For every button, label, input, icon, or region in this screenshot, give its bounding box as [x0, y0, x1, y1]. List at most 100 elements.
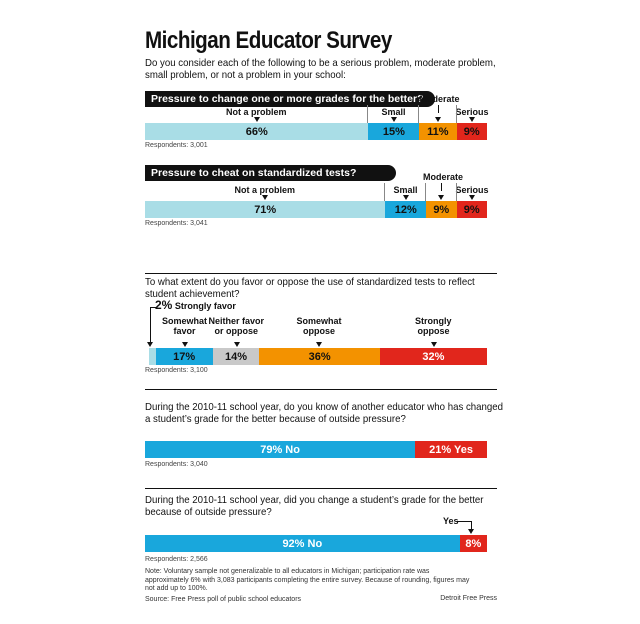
bar-value-label: 71%	[254, 203, 277, 216]
divider-2	[145, 389, 497, 390]
bar-segment-no: 79% No	[145, 441, 416, 458]
bar-value-label: 21% Yes	[429, 443, 473, 456]
note-line-2: approximately 6% with 3,083 participants…	[145, 576, 470, 584]
yes-connector-h	[457, 521, 471, 522]
pointer-line	[441, 183, 442, 191]
question-pill-cheat: Pressure to cheat on standardized tests?	[145, 165, 397, 181]
bar-segment-strongly-favor	[149, 348, 156, 365]
question-other-line-2: a student’s grade for the better because…	[145, 413, 406, 425]
bar-segment-small: 15%	[368, 123, 420, 140]
bar-value-label: 8%	[465, 537, 482, 550]
pointer-line	[437, 105, 439, 113]
label-somewhat-oppose-0: Somewhat	[296, 316, 342, 326]
tick-line	[384, 183, 385, 201]
pointer-arrow	[233, 342, 240, 347]
pointer-arrow	[181, 342, 188, 347]
bar-segment-moderate: 9%	[426, 201, 457, 218]
respondents-standardized: Respondents: 3,100	[145, 367, 208, 374]
yes-connector-v	[471, 521, 472, 530]
strongly-favor-connector	[150, 307, 156, 308]
bar-value-label: 9%	[433, 203, 450, 216]
bar-segment-moderate: 11%	[419, 123, 457, 140]
strongly-favor-text: Strongly favor	[174, 301, 236, 311]
label-moderate: Moderate	[423, 172, 464, 182]
pointer-arrow	[469, 195, 475, 200]
bar-value-label: 32%	[422, 350, 445, 363]
intro-line-1: Do you consider each of the following to…	[145, 57, 496, 69]
label-strongly-oppose-0: Strongly	[415, 316, 452, 326]
label-strongly-oppose-1: oppose	[417, 326, 450, 336]
pointer-arrow	[430, 342, 437, 347]
bar-value-label: 17%	[173, 350, 196, 363]
question-standardized-line-1: To what extent do you favor or oppose th…	[145, 276, 475, 288]
bar-value-label: 79% No	[260, 443, 300, 456]
label-serious: Serious	[455, 107, 489, 117]
yes-arrow	[468, 529, 474, 534]
label-somewhat-oppose-1: oppose	[303, 326, 336, 336]
bar-value-label: 9%	[463, 203, 480, 216]
bar-segment-yes: 21% Yes	[415, 441, 487, 458]
intro-line-2: small problem, or not a problem in your …	[145, 69, 346, 81]
pointer-arrow	[147, 342, 153, 347]
bar-segment-serious: 9%	[456, 123, 487, 140]
note-line-3: not add up to 100%.	[145, 585, 208, 592]
bar-cheat: 71% 12% 9% 9%	[145, 201, 487, 218]
bar-segment-somewhat-favor: 17%	[155, 348, 213, 365]
pointer-arrow	[262, 195, 268, 200]
section-other-educator: During the 2010-11 school year, do you k…	[145, 401, 504, 471]
strongly-favor-value: 2%	[155, 298, 173, 312]
tick-line	[425, 183, 426, 201]
bar-standardized: 17% 14% 36% 32%	[149, 348, 487, 365]
respondents-other-educator: Respondents: 3,040	[145, 461, 208, 468]
respondents-grade-change: Respondents: 3,001	[145, 142, 208, 149]
label-somewhat-favor-0: Somewhat	[162, 316, 208, 326]
bar-segment-neither-favor-or-oppose: 14%	[212, 348, 260, 365]
label-moderate: Moderate	[419, 94, 460, 104]
respondents-cheat: Respondents: 3,041	[145, 220, 208, 227]
source: Source: Free Press poll of public school…	[145, 595, 302, 603]
bar-segment-yes: 8%	[459, 535, 487, 552]
bar-grade-change: 66% 15% 11% 9%	[145, 123, 487, 140]
label-not-a-problem: Not a problem	[226, 107, 287, 117]
question-standardized-line-2: student achievement?	[145, 288, 240, 300]
bar-segment-somewhat-oppose: 36%	[259, 348, 380, 365]
label-somewhat-favor-1: favor	[173, 326, 196, 336]
note-line-1: Note: Voluntary sample not generalizable…	[145, 568, 430, 575]
section-cheat: Pressure to cheat on standardized tests?…	[145, 163, 497, 235]
label-strongly-favor: 2% Strongly favor	[155, 298, 236, 312]
divider-3	[145, 488, 497, 489]
bar-segment-no: 92% No	[145, 535, 460, 552]
label-not-a-problem: Not a problem	[234, 185, 296, 195]
bar-value-label: 92% No	[282, 537, 323, 550]
label-small: Small	[393, 185, 418, 195]
credit: Detroit Free Press	[440, 595, 497, 602]
bar-value-label: 66%	[245, 125, 268, 138]
respondents-self: Respondents: 2,566	[145, 556, 208, 563]
section-self: During the 2010-11 school year, did you …	[145, 494, 497, 566]
tick-line	[456, 105, 457, 123]
label-small: Small	[381, 107, 406, 117]
tick-line	[456, 183, 457, 201]
bar-value-label: 12%	[394, 203, 417, 216]
bar-segment-serious: 9%	[456, 201, 487, 218]
bar-value-label: 14%	[224, 350, 248, 363]
label-neither-favor-or-oppose-0: Neither favor	[208, 316, 265, 326]
question-pill-grade-change: Pressure to change one or more grades fo…	[145, 91, 436, 107]
tick-line	[418, 105, 419, 123]
question-self-line-1: During the 2010-11 school year, did you …	[145, 494, 484, 506]
pointer-arrow	[438, 195, 444, 200]
pointer-arrow	[402, 195, 409, 200]
bar-segment-strongly-oppose: 32%	[379, 348, 487, 365]
pointer-arrow	[469, 117, 475, 122]
bar-value-label: 9%	[463, 125, 480, 138]
question-self-line-2: because of outside pressure?	[145, 506, 272, 518]
question-other-line-1: During the 2010-11 school year, do you k…	[145, 401, 504, 413]
bar-value-label: 15%	[382, 125, 405, 138]
label-serious: Serious	[455, 185, 489, 195]
pointer-arrow	[390, 117, 397, 122]
bar-segment-small: 12%	[385, 201, 427, 218]
bar-segment-not-a-problem: 66%	[145, 123, 369, 140]
pointer-arrow	[316, 342, 322, 347]
bar-value-label: 11%	[427, 125, 449, 138]
bar-self: 92% No 8%	[145, 535, 487, 552]
